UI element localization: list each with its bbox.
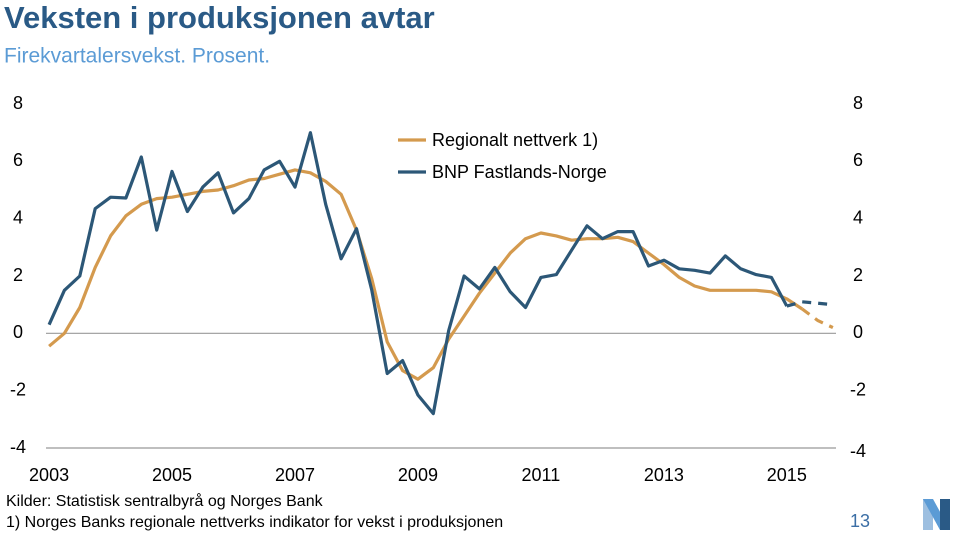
x-tick-label: 2007 [275,465,315,485]
x-tick-label: 2015 [767,465,807,485]
chart-title: Veksten i produksjonen avtar [4,0,435,35]
y2-tick-label: 2 [853,265,863,285]
y2-tick-label: -2 [850,379,866,399]
source-note: Kilder: Statistisk sentralbyrå og Norges… [6,492,324,510]
y2-tick-label: 4 [853,207,863,227]
series-line [48,168,804,381]
y2-tick-label: 0 [853,322,863,342]
y-tick-label: -2 [10,379,26,399]
y2-tick-label: 6 [853,150,863,170]
legend-label: Regionalt nettverk 1) [432,130,598,150]
page-number: 13 [850,511,870,531]
series-line [47,131,789,416]
y-tick-label: -4 [10,437,26,457]
series-line-dashed [786,300,834,308]
y2-tick-label: 8 [853,93,863,113]
logo [923,499,950,530]
chart-subtitle: Firekvartalersvekst. Prosent. [4,45,270,68]
y2-tick-label: -4 [850,441,866,461]
x-tick-label: 2003 [29,465,69,485]
y-tick-label: 4 [13,207,23,227]
legend-label: BNP Fastlands-Norge [432,162,607,182]
footnote: 1) Norges Banks regionale nettverks indi… [6,514,503,531]
y-tick-label: 6 [13,150,23,170]
series-line-dashed [801,307,834,330]
x-tick-label: 2009 [398,465,438,485]
x-tick-label: 2013 [644,465,684,485]
y-tick-label: 0 [13,322,23,342]
y-tick-label: 2 [13,265,23,285]
x-tick-label: 2011 [522,465,561,485]
plot-area: -4 -2 0 2 4 6 8 -4 -2 0 2 4 6 8 2003 2005 2007 2009 2011 20… [10,93,866,485]
x-tick-label: 2005 [152,465,192,485]
y-tick-label: 8 [13,93,23,113]
